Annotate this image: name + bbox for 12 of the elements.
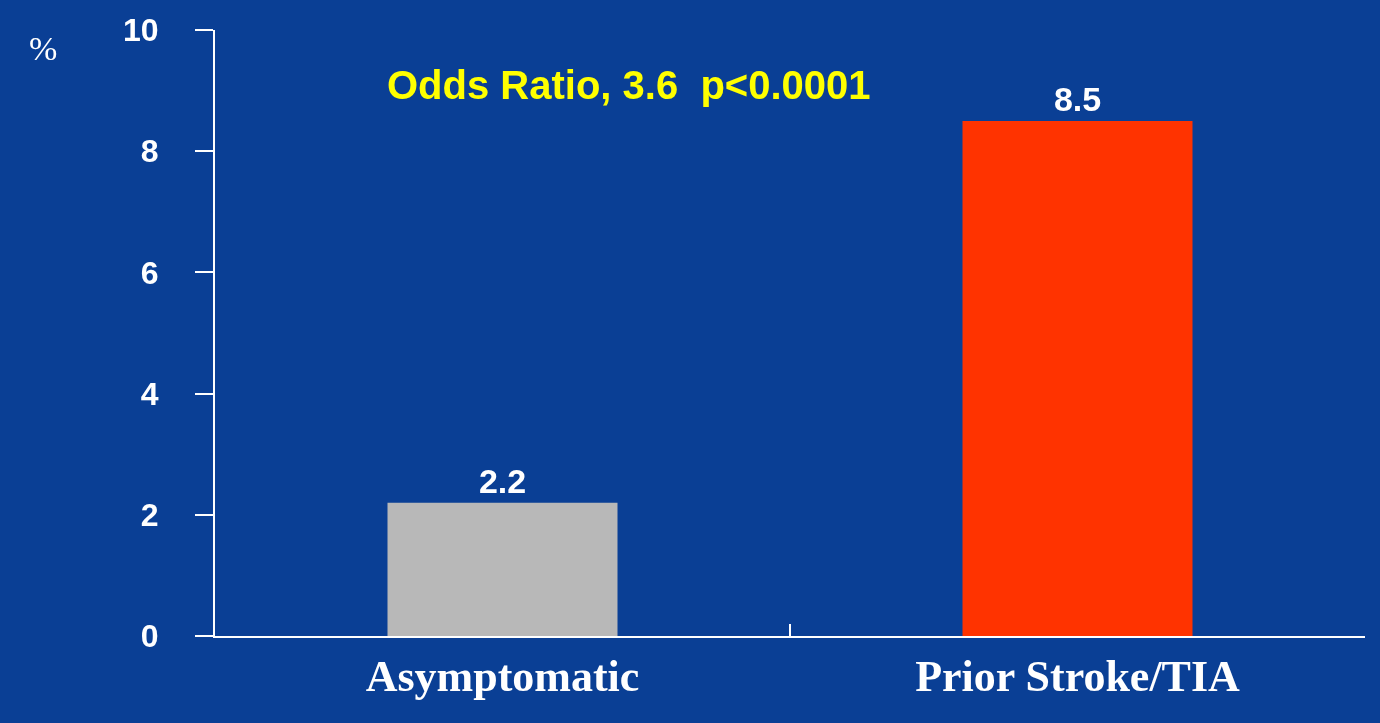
y-tick-label: 8 — [140, 133, 159, 170]
y-axis-title: % — [29, 30, 58, 67]
x-tick-label: Asymptomatic — [365, 651, 640, 701]
annotation: Odds Ratio, 3.6 p<0.0001 — [387, 63, 871, 107]
y-tick-label: 4 — [140, 375, 159, 412]
y-tick-label: 2 — [140, 497, 159, 533]
data-label: 2.2 — [478, 461, 527, 500]
y-tick-label: 0 — [140, 618, 159, 655]
y-tick-label: 6 — [140, 254, 159, 291]
y-tick-label: 10 — [123, 12, 159, 49]
data-label: 8.5 — [1053, 79, 1102, 118]
x-tick-label: Prior Stroke/TIA — [915, 651, 1241, 701]
